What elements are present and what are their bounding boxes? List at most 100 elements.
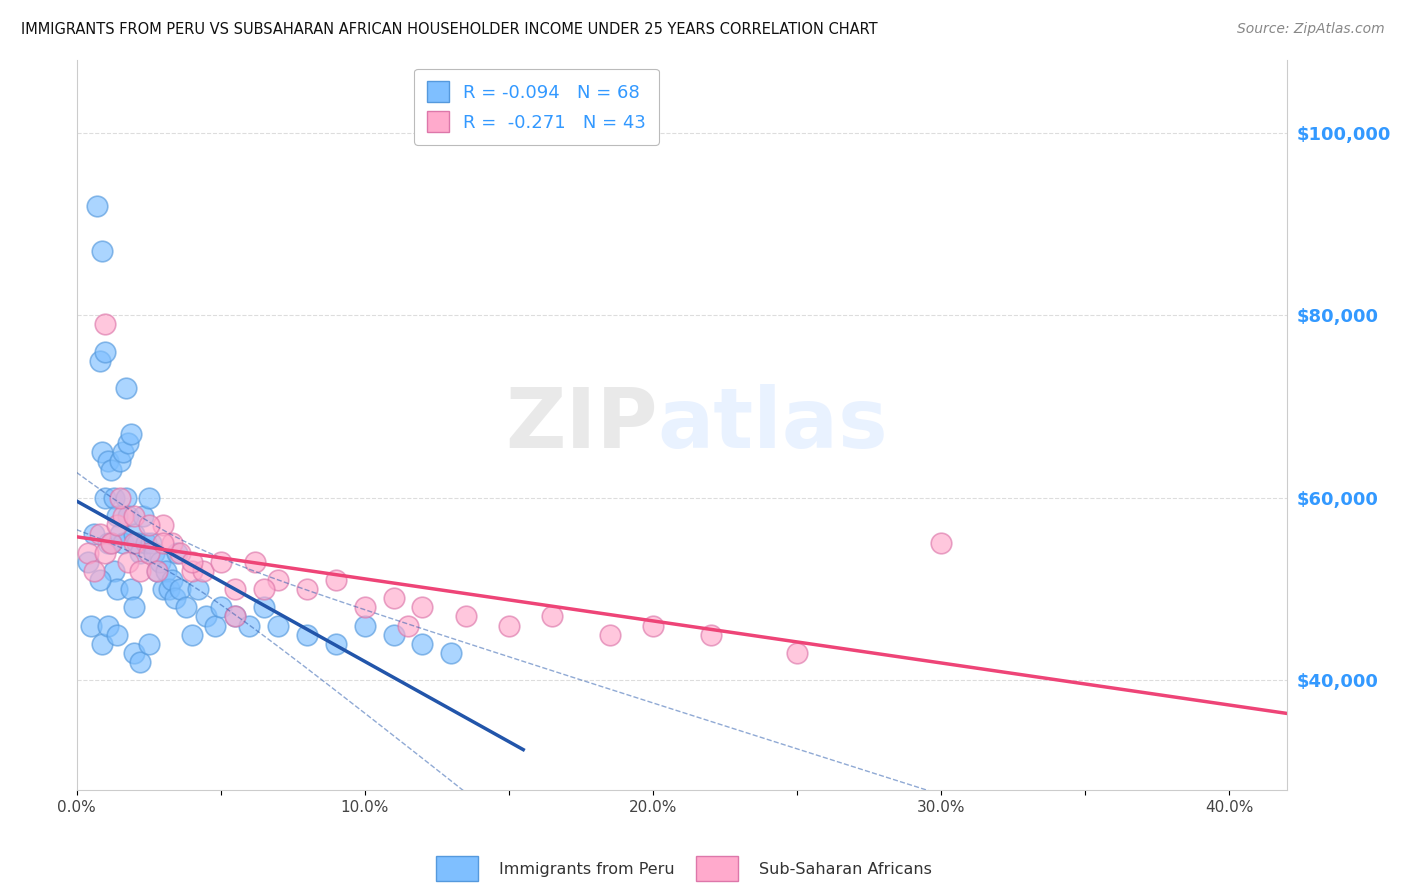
Point <box>94 344 117 359</box>
Point <box>120 426 142 441</box>
Point <box>152 582 174 596</box>
Point <box>180 555 202 569</box>
Text: Source: ZipAtlas.com: Source: ZipAtlas.com <box>1237 22 1385 37</box>
Point <box>411 637 433 651</box>
Point <box>138 518 160 533</box>
Point <box>100 536 122 550</box>
Point <box>195 609 218 624</box>
Point <box>89 573 111 587</box>
Point <box>108 527 131 541</box>
Point <box>253 600 276 615</box>
Point <box>396 618 419 632</box>
Point <box>253 582 276 596</box>
Point <box>193 564 215 578</box>
Point <box>91 244 114 259</box>
Point <box>209 555 232 569</box>
Point <box>166 545 188 559</box>
Point <box>86 199 108 213</box>
Point <box>91 637 114 651</box>
Point <box>111 536 134 550</box>
Point <box>94 545 117 559</box>
Point <box>325 573 347 587</box>
Point <box>122 536 145 550</box>
Point <box>149 555 172 569</box>
Point <box>295 628 318 642</box>
Legend: R = -0.094   N = 68, R =  -0.271   N = 43: R = -0.094 N = 68, R = -0.271 N = 43 <box>415 69 658 145</box>
Point <box>89 354 111 368</box>
Point <box>83 564 105 578</box>
Point <box>224 609 246 624</box>
Point <box>105 628 128 642</box>
Point <box>132 508 155 523</box>
Point <box>599 628 621 642</box>
Point <box>91 445 114 459</box>
Point <box>122 646 145 660</box>
Point <box>786 646 808 660</box>
Point <box>83 527 105 541</box>
Point <box>108 454 131 468</box>
Point <box>105 582 128 596</box>
Point <box>146 564 169 578</box>
Point <box>224 609 246 624</box>
Point <box>105 508 128 523</box>
Point <box>245 555 267 569</box>
Point <box>100 536 122 550</box>
Point <box>163 591 186 606</box>
Point <box>105 518 128 533</box>
Point <box>141 536 163 550</box>
Point <box>353 600 375 615</box>
Point <box>122 527 145 541</box>
Point <box>267 573 290 587</box>
Text: IMMIGRANTS FROM PERU VS SUBSAHARAN AFRICAN HOUSEHOLDER INCOME UNDER 25 YEARS COR: IMMIGRANTS FROM PERU VS SUBSAHARAN AFRIC… <box>21 22 877 37</box>
Point <box>129 655 152 669</box>
Point <box>411 600 433 615</box>
Point <box>152 536 174 550</box>
Point <box>117 555 139 569</box>
Point <box>929 536 952 550</box>
Point <box>180 628 202 642</box>
Point <box>114 491 136 505</box>
Point <box>641 618 664 632</box>
Point <box>146 564 169 578</box>
Point <box>155 564 177 578</box>
Text: ZIP: ZIP <box>505 384 658 466</box>
Point <box>100 463 122 477</box>
Point <box>111 508 134 523</box>
Point <box>89 527 111 541</box>
Point <box>111 445 134 459</box>
Point <box>169 582 191 596</box>
Point <box>138 637 160 651</box>
Point <box>295 582 318 596</box>
Point <box>129 545 152 559</box>
Point <box>135 536 157 550</box>
Point <box>125 536 148 550</box>
Point <box>152 518 174 533</box>
Point <box>169 545 191 559</box>
Point <box>160 573 183 587</box>
Point <box>103 491 125 505</box>
Point <box>209 600 232 615</box>
Point <box>224 582 246 596</box>
Point <box>382 591 405 606</box>
Point <box>138 491 160 505</box>
Point <box>143 545 166 559</box>
Point <box>440 646 463 660</box>
Point <box>353 618 375 632</box>
Point <box>94 318 117 332</box>
Point <box>454 609 477 624</box>
Point <box>122 508 145 523</box>
Point <box>117 436 139 450</box>
Point <box>108 491 131 505</box>
Point <box>120 582 142 596</box>
Text: atlas: atlas <box>658 384 889 466</box>
Point <box>97 536 120 550</box>
Point <box>80 618 103 632</box>
Point <box>325 637 347 651</box>
Point <box>699 628 721 642</box>
Point <box>180 564 202 578</box>
Point <box>94 491 117 505</box>
Point <box>267 618 290 632</box>
Text: Immigrants from Peru: Immigrants from Peru <box>499 863 675 877</box>
Point <box>114 381 136 395</box>
Point <box>103 564 125 578</box>
